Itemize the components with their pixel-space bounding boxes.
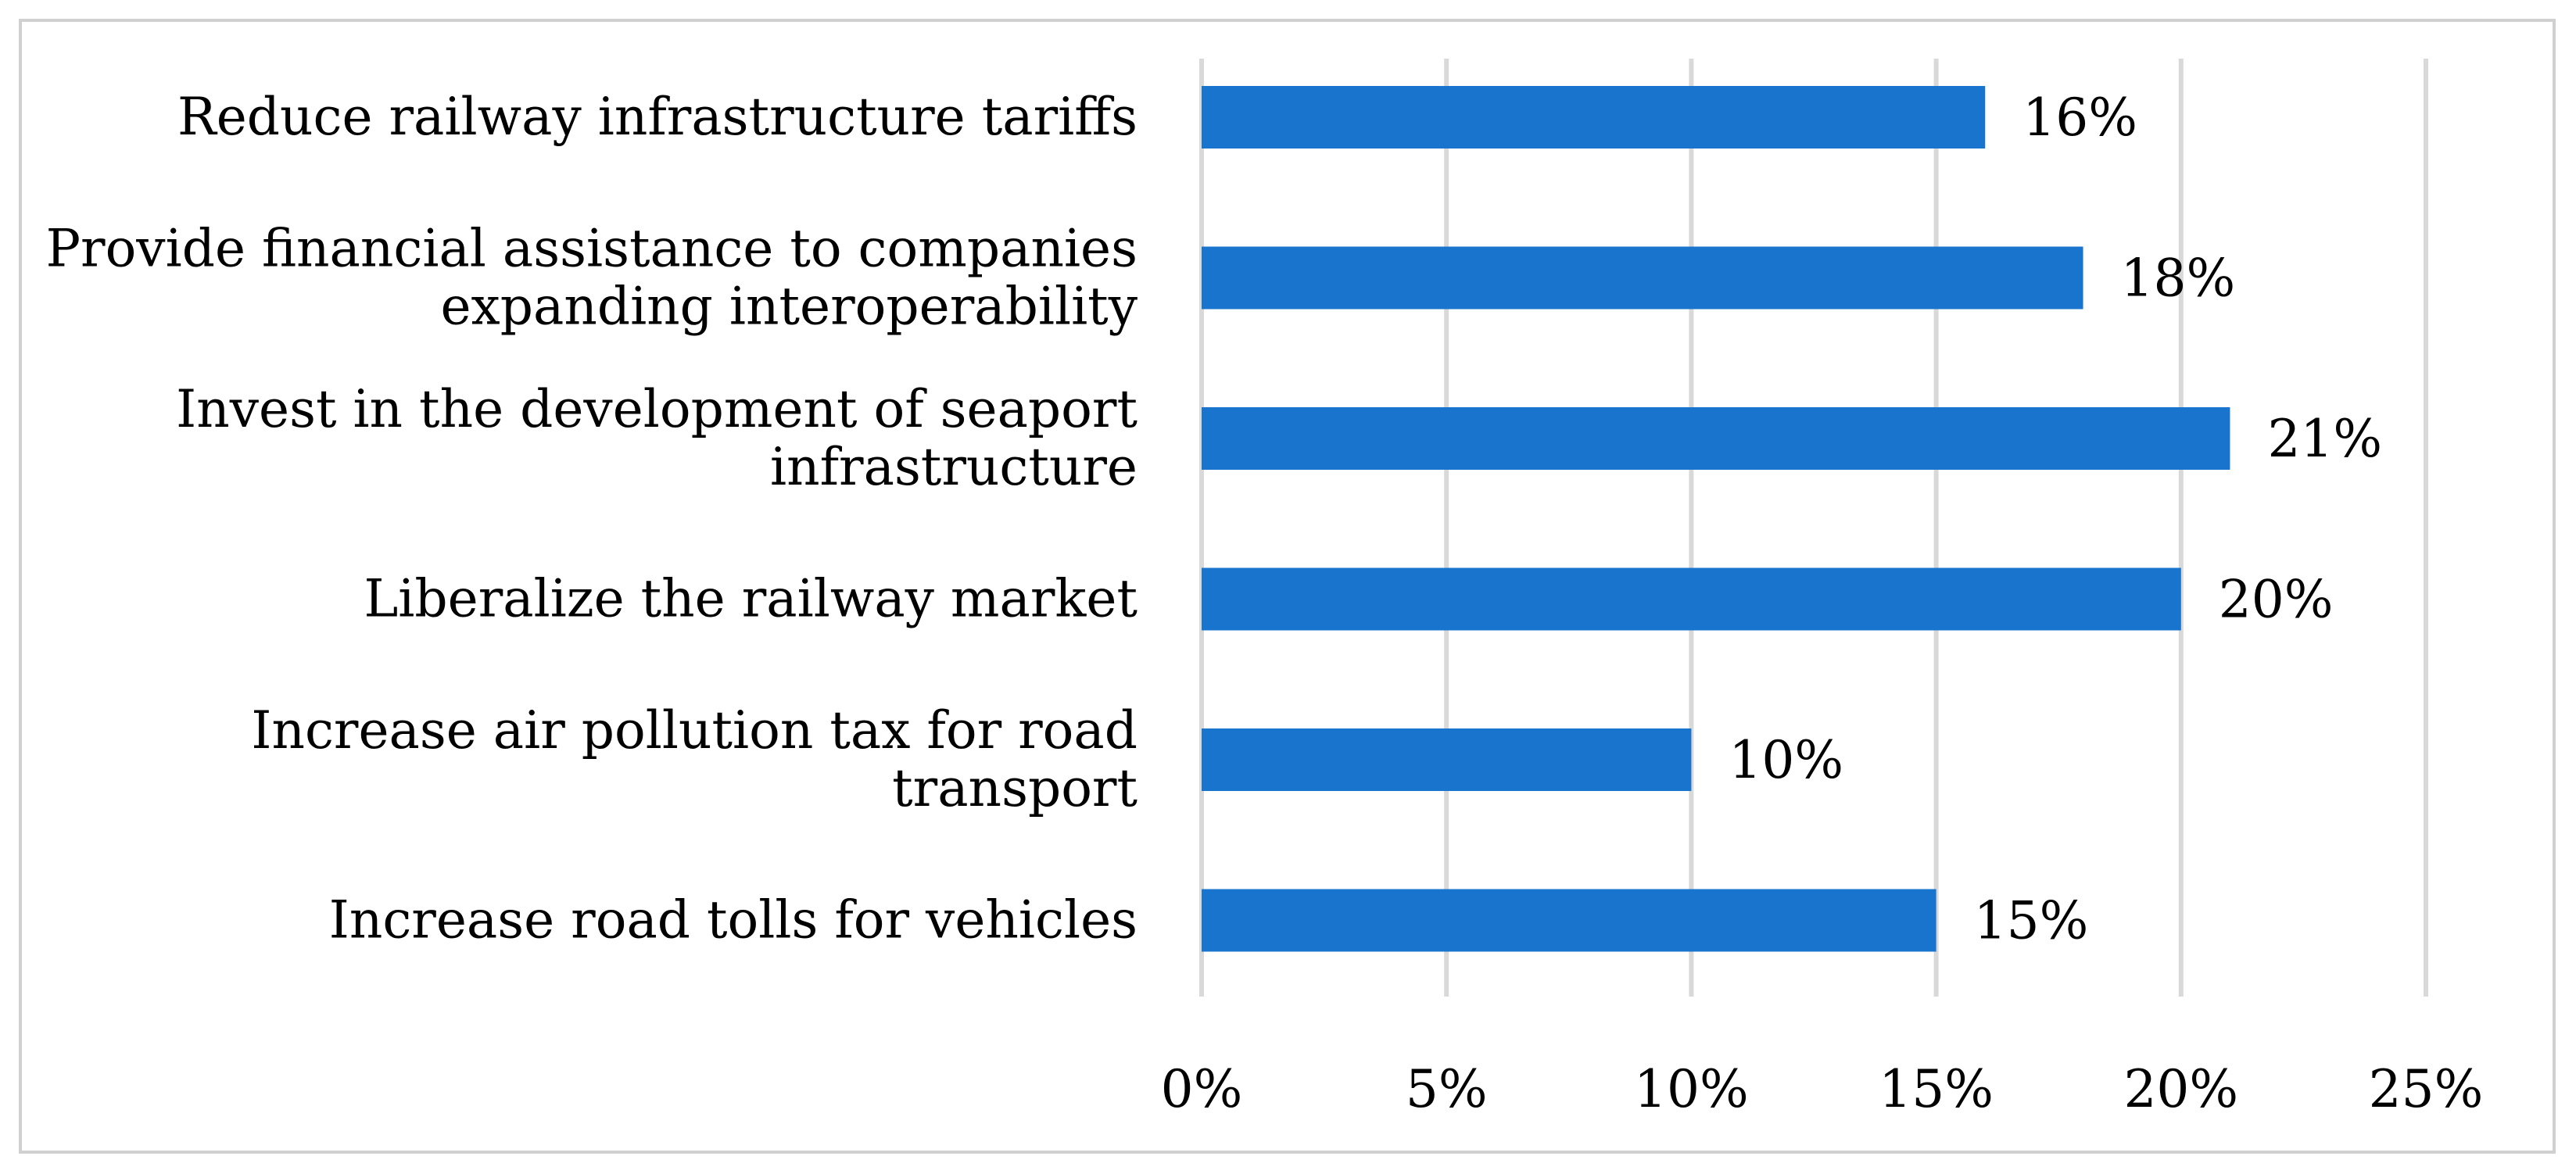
data-labels: 16% 18% 21% 20% 10% 15% — [1729, 88, 2382, 951]
x-axis-tick-labels: 0% 5% 10% 15% 20% 25% — [1161, 1059, 2484, 1119]
bar — [1202, 728, 1692, 791]
category-labels: Reduce railway infrastructure tariffs Pro… — [46, 87, 1138, 950]
data-label: 20% — [2219, 570, 2334, 630]
category-label: infrastructure — [770, 437, 1138, 497]
category-label: transport — [892, 758, 1138, 818]
data-label: 21% — [2267, 409, 2382, 469]
x-tick-label: 10% — [1634, 1059, 1749, 1119]
bar — [1202, 246, 2083, 310]
bars — [1202, 86, 2230, 952]
bar — [1202, 889, 1936, 952]
category-label: Increase air pollution tax for road — [251, 700, 1138, 761]
x-tick-label: 5% — [1406, 1059, 1488, 1119]
x-tick-label: 20% — [2123, 1059, 2238, 1119]
gridlines — [1199, 59, 2428, 997]
x-tick-label: 15% — [1879, 1059, 1994, 1119]
data-label: 18% — [2121, 249, 2236, 309]
category-label: Increase road tolls for vehicles — [329, 890, 1138, 950]
data-label: 10% — [1729, 730, 1843, 790]
data-label: 16% — [2022, 88, 2137, 148]
category-label: expanding interoperability — [440, 277, 1138, 337]
category-label: Liberalize the railway market — [364, 569, 1138, 629]
category-label: Provide financial assistance to companie… — [46, 219, 1138, 279]
bar — [1202, 407, 2230, 470]
x-tick-label: 25% — [2369, 1059, 2484, 1119]
bar — [1202, 567, 2181, 631]
category-label: Reduce railway infrastructure tariffs — [177, 87, 1138, 147]
bar — [1202, 86, 1986, 149]
category-label: Invest in the development of seaport — [176, 379, 1138, 439]
data-label: 15% — [1974, 891, 2089, 951]
x-tick-label: 0% — [1161, 1059, 1243, 1119]
